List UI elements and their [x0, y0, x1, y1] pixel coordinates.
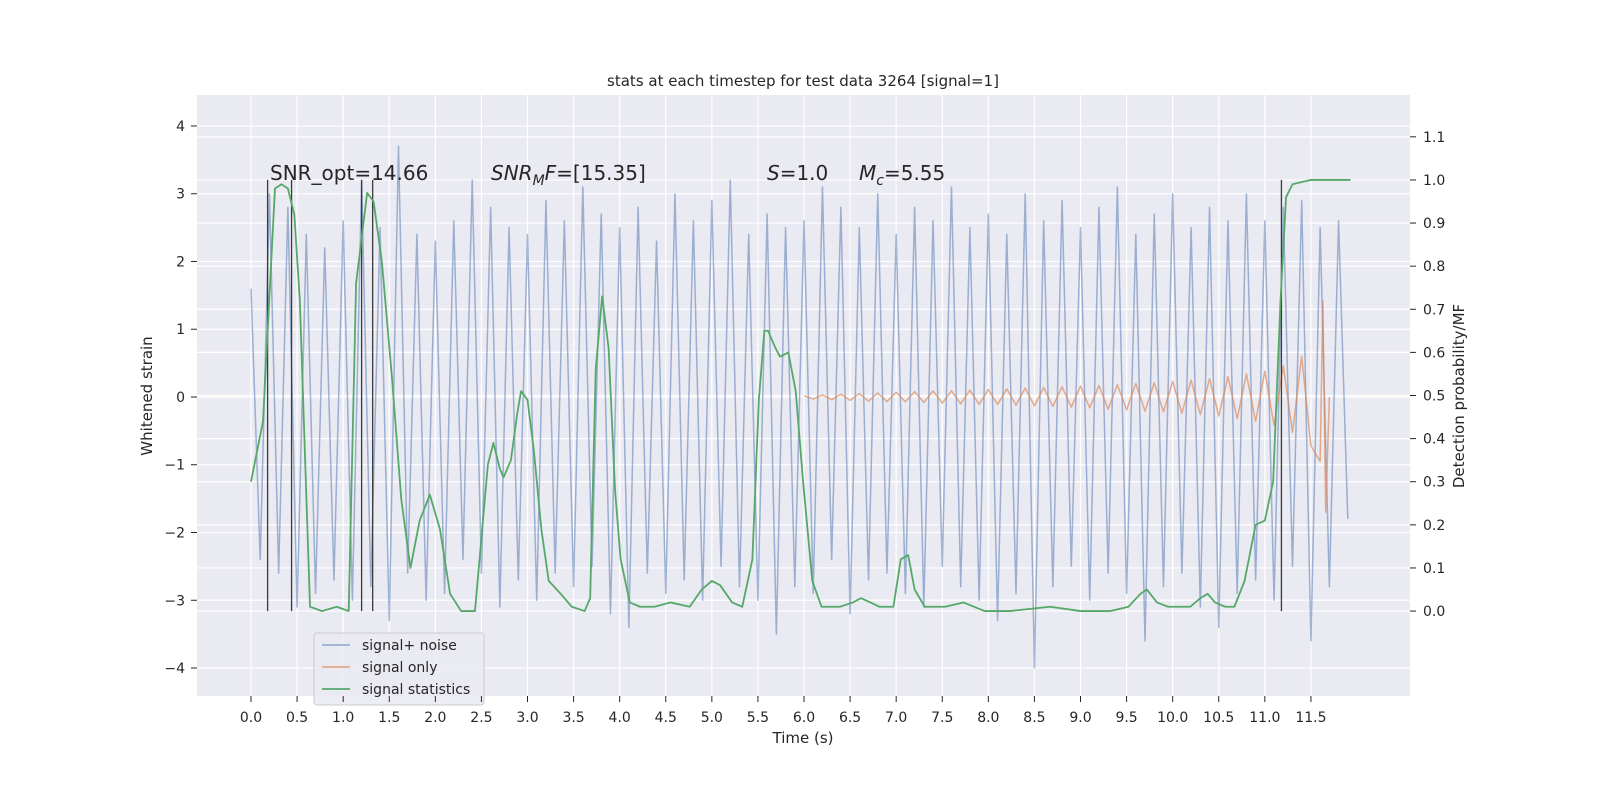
- annotation-part: SNR_opt=14.66: [270, 161, 428, 185]
- y2-tick-label: 0.5: [1423, 389, 1445, 405]
- x-tick-label: 2.5: [470, 710, 492, 726]
- annotation: SNRMF=[15.35]: [491, 161, 646, 189]
- x-tick-label: 8.0: [977, 710, 999, 726]
- legend-box: [313, 632, 485, 706]
- annotation-part: SNR: [491, 161, 533, 185]
- x-tick-label: 5.5: [747, 710, 769, 726]
- x-tick-label: 2.0: [424, 710, 446, 726]
- y2-tick-label: 0.2: [1423, 518, 1445, 534]
- annotation-part: F: [545, 161, 557, 185]
- x-tick-label: 6.0: [793, 710, 815, 726]
- annotation: Mc=5.55: [859, 161, 945, 189]
- y2-tick-label: 0.6: [1423, 345, 1445, 361]
- x-tick-label: 3.5: [562, 710, 584, 726]
- annotation: SNR_opt=14.66: [270, 161, 428, 185]
- annotation-part: M: [533, 173, 545, 189]
- x-tick-label: 11.5: [1295, 710, 1326, 726]
- x-tick-label: 4.5: [655, 710, 677, 726]
- y2-tick-label: 1.0: [1423, 173, 1445, 189]
- y2-tick-label: 0.4: [1423, 432, 1445, 448]
- annotation-part: M: [859, 161, 876, 185]
- y2-tick-label: 0.7: [1423, 302, 1445, 318]
- x-tick-label: 11.0: [1249, 710, 1280, 726]
- y2-tick-label: 0.0: [1423, 604, 1445, 620]
- x-tick-label: 3.0: [516, 710, 538, 726]
- y2-axis-label: Detection probability/MF: [1450, 304, 1468, 488]
- x-tick-label: 5.0: [701, 710, 723, 726]
- x-tick-label: 8.5: [1023, 710, 1045, 726]
- y-tick-label: −3: [164, 593, 185, 609]
- x-tick-label: 7.0: [885, 710, 907, 726]
- x-tick-label: 4.0: [609, 710, 631, 726]
- legend-label: signal+ noise: [362, 638, 457, 654]
- y-tick-label: −2: [164, 526, 185, 542]
- x-tick-label: 1.0: [332, 710, 354, 726]
- x-tick-label: 9.5: [1115, 710, 1137, 726]
- series-line: [250, 179, 1351, 612]
- y2-tick-label: 0.8: [1423, 259, 1445, 275]
- series-line: [250, 145, 1349, 669]
- y2-tick-label: 0.3: [1423, 475, 1445, 491]
- x-tick-label: 7.5: [931, 710, 953, 726]
- overlay: SNR_opt=14.66 SNRMF=[15.35] S=1.0 Mc=5.55si…: [270, 161, 945, 706]
- y-tick-label: 0: [176, 390, 185, 406]
- y2-tick-label: 1.1: [1423, 130, 1445, 146]
- y-axis-label: Whitened strain: [138, 336, 156, 455]
- annotation-part: =[15.35]: [556, 161, 646, 185]
- y-tick-label: −4: [164, 661, 185, 677]
- chart-title: stats at each timestep for test data 326…: [607, 72, 999, 90]
- y-tick-label: 1: [176, 322, 185, 338]
- y2-tick-label: 0.1: [1423, 561, 1445, 577]
- x-tick-label: 6.5: [839, 710, 861, 726]
- y2-tick-label: 0.9: [1423, 216, 1445, 232]
- y-tick-label: 3: [176, 187, 185, 203]
- annotation: S=1.0: [767, 161, 828, 185]
- x-tick-label: 0.0: [240, 710, 262, 726]
- x-tick-label: 10.5: [1203, 710, 1234, 726]
- plot: [250, 145, 1351, 669]
- x-tick-label: 1.5: [378, 710, 400, 726]
- legend-label: signal only: [362, 660, 437, 676]
- y-tick-label: 4: [176, 119, 185, 135]
- annotation-part: =1.0: [780, 161, 829, 185]
- y-tick-label: 2: [176, 254, 185, 270]
- y-tick-label: −1: [164, 458, 185, 474]
- series-line: [803, 300, 1331, 513]
- x-tick-label: 10.0: [1157, 710, 1188, 726]
- annotation-part: S: [767, 161, 780, 185]
- x-axis-label: Time (s): [772, 729, 834, 747]
- x-tick-label: 9.0: [1069, 710, 1091, 726]
- legend: signal+ noise signal only signal statistic…: [313, 632, 485, 706]
- annotation-part: c: [876, 173, 884, 189]
- annotation-part: =5.55: [884, 161, 945, 185]
- legend-label: signal statistics: [362, 682, 470, 698]
- x-tick-label: 0.5: [286, 710, 308, 726]
